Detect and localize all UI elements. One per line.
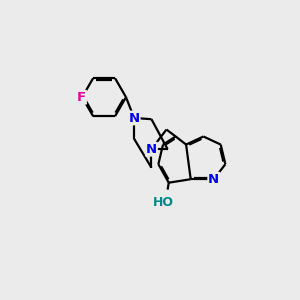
Text: HO: HO [152,196,173,209]
Text: N: N [208,173,219,186]
Text: F: F [77,91,86,104]
Text: N: N [129,112,140,124]
Text: N: N [146,143,157,156]
